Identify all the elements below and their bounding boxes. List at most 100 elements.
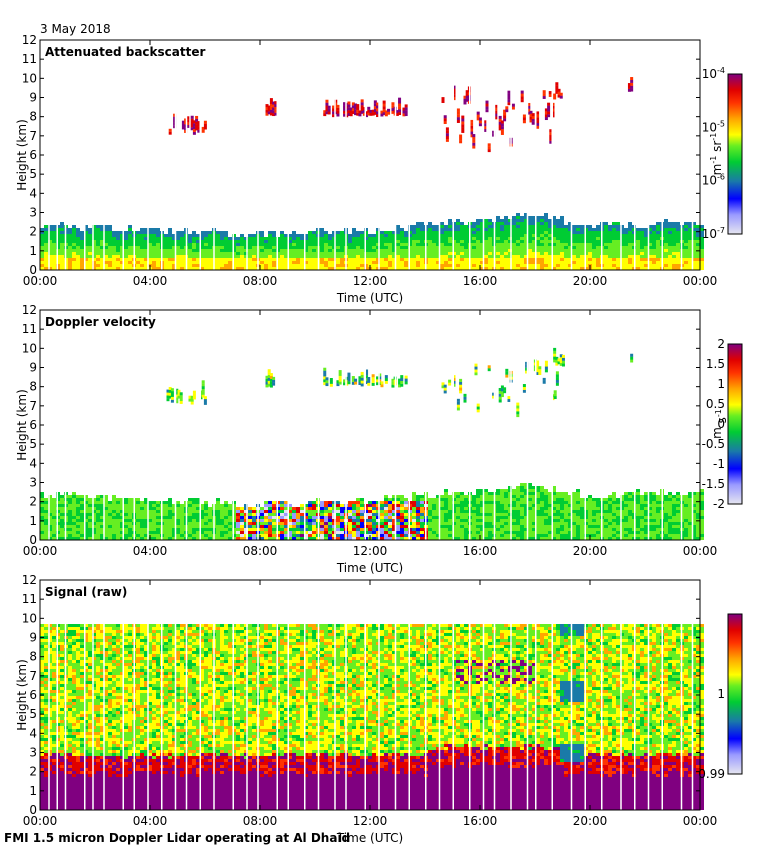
heatmap-cell — [308, 525, 312, 528]
heatmap-cell — [108, 504, 112, 507]
heatmap-cell — [412, 258, 416, 261]
heatmap-cell — [588, 522, 592, 525]
heatmap-cell — [252, 234, 256, 237]
heatmap-cell — [684, 267, 688, 270]
cloud-cell — [398, 97, 402, 101]
heatmap-cell — [652, 255, 656, 258]
heatmap-cell — [176, 234, 180, 237]
heatmap-cell — [156, 501, 160, 504]
heatmap-cell — [104, 510, 108, 513]
heatmap-cell — [60, 267, 64, 270]
heatmap-cell — [48, 516, 52, 519]
heatmap-cell — [164, 267, 168, 270]
heatmap-cell — [96, 504, 100, 507]
cloud-cell — [184, 124, 188, 128]
heatmap-cell — [292, 522, 296, 525]
cloud-cell — [181, 126, 185, 130]
heatmap-cell — [624, 240, 628, 243]
cloud-cell — [557, 91, 561, 95]
heatmap-cell — [228, 246, 232, 249]
heatmap-cell — [208, 525, 212, 528]
heatmap-cell — [576, 264, 580, 267]
heatmap-cell — [348, 534, 352, 537]
heatmap-cell — [140, 231, 144, 234]
heatmap-cell — [284, 507, 288, 510]
cloud-cell — [347, 101, 351, 105]
heatmap-cell — [460, 507, 464, 510]
heatmap-cell — [388, 237, 392, 240]
heatmap-cell — [384, 516, 388, 519]
heatmap-cell — [116, 528, 120, 531]
heatmap-cell — [504, 522, 508, 525]
heatmap-cell — [124, 252, 128, 255]
heatmap-cell — [648, 261, 652, 264]
cloud-cell — [511, 106, 515, 110]
heatmap-cell — [128, 252, 132, 255]
heatmap-cell — [460, 228, 464, 231]
heatmap-cell — [608, 267, 612, 270]
heatmap-cell — [200, 531, 204, 534]
heatmap-cell — [96, 531, 100, 534]
heatmap-cell — [700, 225, 704, 228]
heatmap-cell — [80, 246, 84, 249]
heatmap-cell — [532, 516, 536, 519]
heatmap-cell — [416, 510, 420, 513]
heatmap-cell — [628, 255, 632, 258]
heatmap-cell — [536, 237, 540, 240]
heatmap-cell — [100, 249, 104, 252]
heatmap-cell — [92, 264, 96, 267]
heatmap-cell — [368, 255, 372, 258]
heatmap-cell — [168, 231, 172, 234]
heatmap-cell — [548, 219, 552, 222]
data-gap-line — [199, 40, 201, 270]
heatmap-cell — [52, 267, 56, 270]
heatmap-cell — [360, 537, 364, 540]
heatmap-cell — [564, 492, 568, 495]
heatmap-cell — [696, 252, 700, 255]
heatmap-cell — [224, 237, 228, 240]
heatmap-cell — [388, 258, 392, 261]
y-axis-title: Height (km) — [15, 119, 29, 190]
heatmap-cell — [116, 516, 120, 519]
heatmap-cell — [348, 258, 352, 261]
heatmap-cell — [204, 528, 208, 531]
heatmap-cell — [328, 234, 332, 237]
heatmap-cell — [400, 261, 404, 264]
heatmap-cell — [72, 225, 76, 228]
heatmap-cell — [140, 255, 144, 258]
heatmap-cell — [568, 534, 572, 537]
heatmap-cell — [532, 216, 536, 219]
heatmap-cell — [260, 243, 264, 246]
heatmap-cell — [196, 261, 200, 264]
heatmap-cell — [396, 243, 400, 246]
heatmap-cell — [456, 264, 460, 267]
heatmap-cell — [588, 498, 592, 501]
heatmap-cell — [568, 246, 572, 249]
heatmap-cell — [388, 531, 392, 534]
heatmap-cell — [476, 222, 480, 225]
heatmap-cell — [168, 504, 172, 507]
heatmap-cell — [476, 261, 480, 264]
cloud-cell — [269, 109, 273, 113]
heatmap-cell — [460, 534, 464, 537]
heatmap-cell — [112, 240, 116, 243]
heatmap-cell — [264, 507, 268, 510]
cloud-cell — [472, 142, 476, 146]
heatmap-cell — [612, 498, 616, 501]
heatmap-cell — [520, 261, 524, 264]
heatmap-cell — [488, 255, 492, 258]
heatmap-cell — [216, 522, 220, 525]
heatmap-cell — [252, 507, 256, 510]
heatmap-cell — [272, 501, 276, 504]
heatmap-cell — [112, 252, 116, 255]
heatmap-cell — [588, 495, 592, 498]
heatmap-cell — [128, 258, 132, 261]
cloud-cell — [485, 109, 489, 113]
heatmap-cell — [120, 237, 124, 240]
heatmap-cell — [568, 522, 572, 525]
heatmap-cell — [536, 534, 540, 537]
heatmap-cell — [40, 492, 44, 495]
heatmap-cell — [140, 264, 144, 267]
heatmap-cell — [216, 255, 220, 258]
heatmap-cell — [224, 534, 228, 537]
